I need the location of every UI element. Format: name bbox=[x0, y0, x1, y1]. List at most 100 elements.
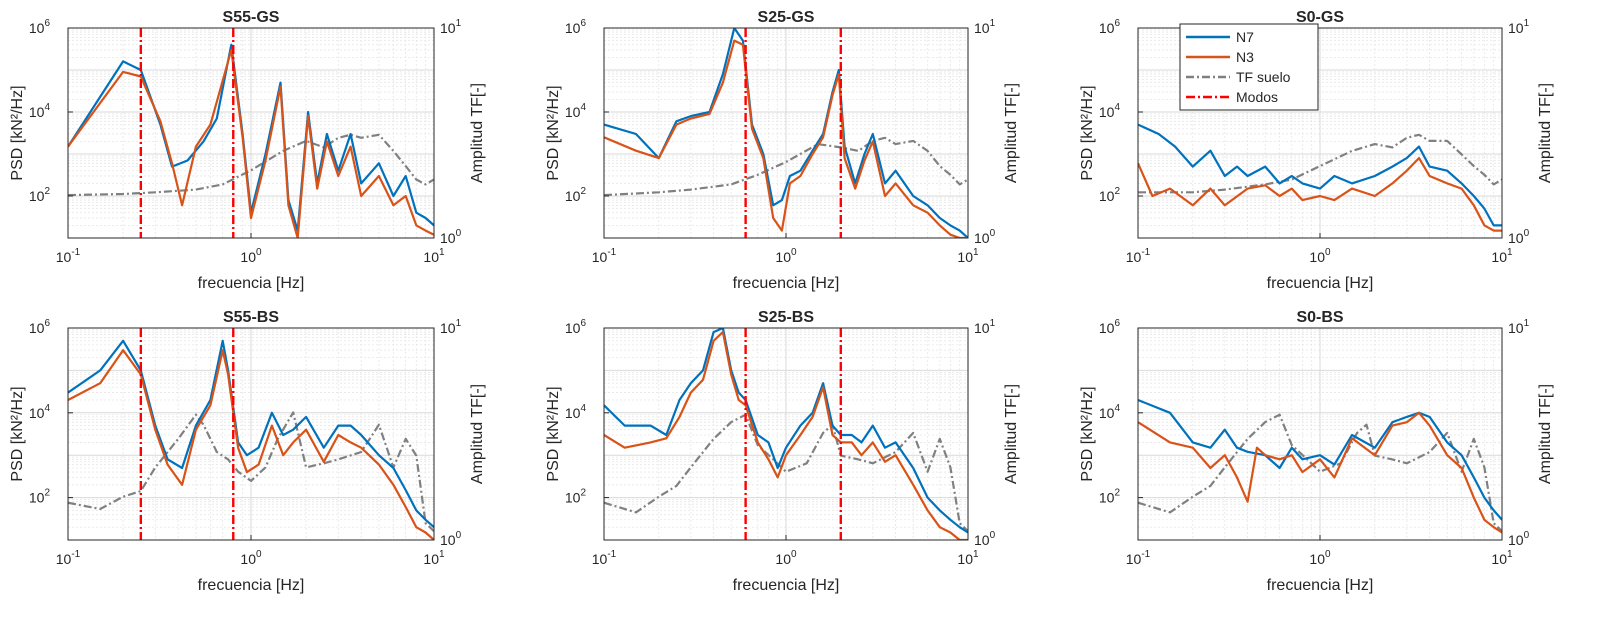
x-tick-label: 10-1 bbox=[1126, 247, 1151, 265]
x-axis-label: frecuencia [Hz] bbox=[198, 577, 305, 594]
legend-box bbox=[1179, 23, 1319, 111]
x-tick-label: 10-1 bbox=[1126, 549, 1151, 567]
y-tick-label: 106 bbox=[1099, 318, 1121, 336]
series-line-n3 bbox=[604, 331, 968, 540]
x-tick-label: 10-1 bbox=[56, 247, 81, 265]
x-tick-label: 100 bbox=[1309, 247, 1331, 265]
y-tick-label: 104 bbox=[565, 403, 587, 421]
series-group bbox=[604, 328, 968, 540]
x-axis-label: frecuencia [Hz] bbox=[1267, 577, 1374, 594]
series-group bbox=[68, 339, 434, 540]
y2-axis-label: Amplitud TF[-] bbox=[469, 83, 486, 183]
y-tick-label: 102 bbox=[1099, 488, 1121, 506]
y-tick-label: 104 bbox=[1099, 403, 1121, 421]
y2-axis-label: Amplitud TF[-] bbox=[469, 384, 486, 484]
chart-title: S25-GS bbox=[758, 9, 815, 26]
x-tick-label: 101 bbox=[957, 549, 979, 567]
legend-label: N7 bbox=[1236, 29, 1254, 45]
x-axis-label: frecuencia [Hz] bbox=[733, 275, 840, 292]
series-group bbox=[1138, 398, 1502, 534]
series-group bbox=[604, 28, 968, 238]
series-line-n3 bbox=[68, 349, 434, 540]
y-axis-label: PSD [kN²/Hz] bbox=[545, 386, 562, 481]
chart-title: S0-BS bbox=[1296, 309, 1343, 326]
series-group bbox=[68, 43, 434, 238]
y2-axis-label: Amplitud TF[-] bbox=[1003, 384, 1020, 484]
y2-tick-label: 101 bbox=[1508, 318, 1530, 336]
y2-tick-label: 100 bbox=[440, 228, 462, 246]
legend-label: Modos bbox=[1236, 89, 1278, 105]
x-tick-label: 10-1 bbox=[592, 247, 617, 265]
y2-tick-label: 101 bbox=[974, 18, 996, 36]
series-line-tf-suelo bbox=[68, 133, 434, 197]
y2-tick-label: 101 bbox=[440, 18, 462, 36]
panel-s55-bs: 10-1 100 101102104106100101S55-BSfrecuenci… bbox=[9, 309, 486, 594]
panel-s55-gs: 10-1 100 101102104106100101S55-GSfrecuenci… bbox=[9, 9, 486, 292]
series-line-n7 bbox=[68, 339, 434, 529]
y-tick-label: 104 bbox=[565, 102, 587, 120]
y2-tick-label: 101 bbox=[974, 318, 996, 336]
y-tick-label: 102 bbox=[1099, 186, 1121, 204]
x-tick-label: 100 bbox=[775, 247, 797, 265]
y-tick-label: 102 bbox=[29, 488, 51, 506]
y2-tick-label: 100 bbox=[1508, 228, 1530, 246]
series-line-n3 bbox=[1138, 411, 1502, 534]
series-line-tf-suelo bbox=[1138, 413, 1502, 532]
panel-s25-gs: 10-1 100 101102104106100101S25-GSfrecuenci… bbox=[545, 9, 1020, 292]
chart-title: S0-GS bbox=[1296, 9, 1344, 26]
panel-s25-bs: 10-1 100 101102104106100101S25-BSfrecuenci… bbox=[545, 309, 1020, 594]
series-line-n7 bbox=[604, 328, 968, 534]
grid bbox=[67, 327, 435, 541]
y-tick-label: 106 bbox=[29, 318, 51, 336]
x-axis-label: frecuencia [Hz] bbox=[733, 577, 840, 594]
y2-axis-label: Amplitud TF[-] bbox=[1537, 384, 1554, 484]
series-line-n3 bbox=[604, 39, 968, 238]
y-axis-label: PSD [kN²/Hz] bbox=[9, 85, 26, 180]
x-tick-label: 100 bbox=[240, 247, 262, 265]
x-axis-label: frecuencia [Hz] bbox=[198, 275, 305, 292]
y-tick-label: 102 bbox=[29, 186, 51, 204]
chart-title: S25-BS bbox=[758, 309, 814, 326]
series-line-n3 bbox=[1138, 157, 1502, 232]
x-tick-label: 101 bbox=[957, 247, 979, 265]
y-axis-label: PSD [kN²/Hz] bbox=[1079, 85, 1096, 180]
series-line-tf-suelo bbox=[604, 136, 968, 197]
x-tick-label: 101 bbox=[1491, 549, 1513, 567]
y2-tick-label: 100 bbox=[974, 228, 996, 246]
y-axis-label: PSD [kN²/Hz] bbox=[1079, 386, 1096, 481]
y2-axis-label: Amplitud TF[-] bbox=[1537, 83, 1554, 183]
y-tick-label: 106 bbox=[1099, 18, 1121, 36]
x-tick-label: 100 bbox=[775, 549, 797, 567]
chart-title: S55-GS bbox=[223, 9, 280, 26]
series-line-n7 bbox=[1138, 123, 1502, 227]
y-tick-label: 104 bbox=[29, 403, 51, 421]
x-tick-label: 100 bbox=[1309, 549, 1331, 567]
legend-label: N3 bbox=[1236, 49, 1254, 65]
chart-title: S55-BS bbox=[223, 309, 279, 326]
y-tick-label: 102 bbox=[565, 488, 587, 506]
y2-tick-label: 100 bbox=[1508, 530, 1530, 548]
y-axis-label: PSD [kN²/Hz] bbox=[545, 85, 562, 180]
series-line-tf-suelo bbox=[604, 413, 968, 532]
legend: N7 N3 TF suelo Modos bbox=[1179, 23, 1319, 111]
series-line-n3 bbox=[68, 48, 434, 238]
y-tick-label: 106 bbox=[565, 18, 587, 36]
x-tick-label: 100 bbox=[240, 549, 262, 567]
y-tick-label: 102 bbox=[565, 186, 587, 204]
y2-tick-label: 100 bbox=[974, 530, 996, 548]
y2-tick-label: 101 bbox=[1508, 18, 1530, 36]
panel-s0-bs: 10-1 100 101102104106100101S0-BSfrecuencia… bbox=[1079, 309, 1554, 594]
x-tick-label: 10-1 bbox=[56, 549, 81, 567]
y2-tick-label: 100 bbox=[440, 530, 462, 548]
y-axis-label: PSD [kN²/Hz] bbox=[9, 386, 26, 481]
x-tick-label: 10-1 bbox=[592, 549, 617, 567]
legend-label: TF suelo bbox=[1236, 69, 1291, 85]
series-line-n7 bbox=[1138, 398, 1502, 521]
series-group bbox=[1138, 123, 1502, 232]
y2-tick-label: 101 bbox=[440, 318, 462, 336]
y-tick-label: 104 bbox=[1099, 102, 1121, 120]
y2-axis-label: Amplitud TF[-] bbox=[1003, 83, 1020, 183]
x-tick-label: 101 bbox=[423, 247, 445, 265]
y-tick-label: 106 bbox=[565, 318, 587, 336]
